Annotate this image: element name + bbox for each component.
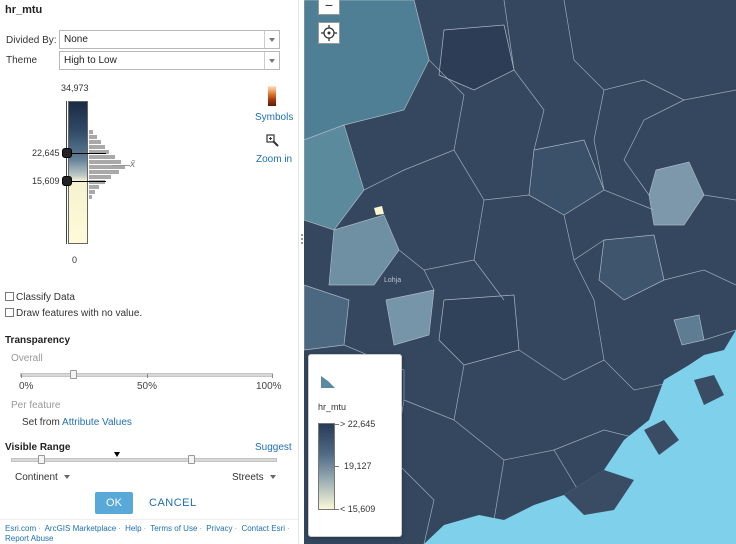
divided-by-select[interactable]: None — [59, 30, 280, 49]
histogram-bar — [89, 175, 111, 179]
classify-data-checkbox[interactable] — [5, 292, 14, 301]
overall-label: Overall — [11, 353, 43, 364]
per-feature-label: Per feature — [11, 400, 61, 411]
transparency-slider-thumb[interactable] — [70, 370, 77, 379]
mean-symbol: x̄ — [130, 159, 135, 170]
legend-low-label: < 15,609 — [340, 504, 376, 514]
upper-handle[interactable] — [62, 148, 72, 158]
ramp-axis — [66, 101, 67, 244]
lower-handle-line — [66, 181, 106, 182]
chevron-down-icon — [264, 31, 279, 48]
current-scale-marker — [114, 452, 120, 457]
divided-by-label: Divided By: — [6, 35, 57, 46]
chevron-down-icon — [63, 475, 70, 479]
classify-data-row[interactable]: Classify Data — [5, 292, 75, 303]
legend-layer-title: hr_mtu — [318, 402, 347, 412]
legend-tick — [335, 424, 339, 425]
tick-label-50: 50% — [137, 381, 158, 392]
legend-mid-label: 19,127 — [344, 461, 372, 471]
panel-splitter[interactable] — [298, 0, 304, 544]
legend-color-ramp — [318, 423, 335, 510]
footer-link[interactable]: ArcGIS Marketplace — [44, 524, 117, 533]
legend-symbol-icon — [320, 375, 336, 392]
histogram-bar — [89, 165, 125, 169]
legend-tick — [335, 466, 339, 467]
ramp-min-label: 0 — [72, 255, 78, 265]
tick-label-0: 0% — [19, 381, 34, 392]
upper-handle-line — [66, 153, 106, 154]
zoom-in-icon[interactable] — [266, 134, 280, 148]
visible-range-title: Visible Range — [5, 442, 71, 453]
max-scale-dropdown[interactable]: Streets — [232, 472, 276, 483]
locate-icon — [321, 25, 337, 44]
histogram-bar — [89, 170, 119, 174]
slider-tick — [272, 374, 273, 378]
suggest-link[interactable]: Suggest — [255, 442, 292, 453]
histogram-bar — [89, 195, 92, 199]
footer-link[interactable]: Esri.com — [5, 524, 37, 533]
max-scale-thumb[interactable] — [188, 455, 195, 464]
histogram-bar — [89, 155, 115, 159]
histogram-bar — [89, 130, 93, 134]
footer: Esri.com · ArcGIS Marketplace · Help · Term… — [0, 519, 298, 544]
divided-by-value: None — [64, 34, 88, 45]
histogram-bar — [89, 150, 109, 154]
footer-link[interactable]: Report Abuse — [5, 534, 54, 543]
legend-tick — [335, 509, 339, 510]
classify-data-label: Classify Data — [16, 292, 75, 303]
color-ramp — [68, 101, 88, 244]
legend-high-label: > 22,645 — [340, 419, 376, 429]
draw-no-value-checkbox[interactable] — [5, 308, 14, 317]
smart-mapping-panel: hr_mtu Divided By: None Theme High to Lo… — [0, 0, 298, 544]
histogram-bar — [89, 160, 121, 164]
locate-button[interactable] — [318, 22, 340, 44]
theme-select[interactable]: High to Low — [59, 51, 280, 70]
layer-title: hr_mtu — [5, 4, 43, 16]
histogram-bar — [89, 145, 105, 149]
symbols-link[interactable]: Symbols — [255, 112, 294, 123]
set-from-text: Set from — [22, 417, 60, 428]
symbols-icon[interactable] — [268, 86, 276, 106]
upper-handle-label: 22,645 — [32, 148, 60, 158]
histogram-bar — [89, 135, 97, 139]
histogram-bar — [89, 180, 105, 184]
visible-range-slider[interactable] — [11, 458, 277, 462]
slider-tick — [21, 374, 22, 378]
histogram-bar — [89, 185, 99, 189]
min-scale-thumb[interactable] — [38, 455, 45, 464]
slider-tick — [147, 374, 148, 378]
lower-handle-label: 15,609 — [32, 176, 60, 186]
theme-value: High to Low — [64, 55, 117, 66]
theme-label: Theme — [6, 55, 38, 66]
lower-handle[interactable] — [62, 176, 72, 186]
chevron-down-icon — [264, 52, 279, 69]
min-scale-dropdown[interactable]: Continent — [15, 472, 70, 483]
histogram-bar — [89, 190, 95, 194]
ok-button[interactable]: OK — [95, 492, 133, 514]
footer-link[interactable]: Help — [125, 524, 142, 533]
cancel-button[interactable]: CANCEL — [149, 497, 197, 509]
draw-no-value-label: Draw features with no value. — [16, 308, 143, 319]
attribute-values-link[interactable]: Attribute Values — [62, 417, 132, 428]
min-scale-value: Continent — [15, 472, 58, 483]
set-from-row: Set from Attribute Values — [22, 417, 132, 428]
footer-link[interactable]: Contact Esri — [241, 524, 286, 533]
zoom-out-button[interactable]: − — [318, 0, 340, 15]
footer-link[interactable]: Privacy — [206, 524, 233, 533]
mean-line — [112, 165, 130, 166]
footer-link[interactable]: Terms of Use — [150, 524, 198, 533]
ramp-max-label: 34,973 — [61, 83, 89, 93]
transparency-title: Transparency — [5, 335, 71, 346]
histogram-bar — [89, 140, 101, 144]
transparency-slider[interactable] — [20, 373, 273, 378]
chevron-down-icon — [269, 475, 276, 479]
draw-no-value-row[interactable]: Draw features with no value. — [5, 308, 142, 319]
zoom-in-link[interactable]: Zoom in — [256, 154, 293, 165]
legend-panel: hr_mtu > 22,645 19,127 < 15,609 — [308, 354, 402, 537]
tick-label-100: 100% — [256, 381, 282, 392]
map-place-label: Lohja — [384, 277, 401, 284]
max-scale-value: Streets — [232, 472, 264, 483]
